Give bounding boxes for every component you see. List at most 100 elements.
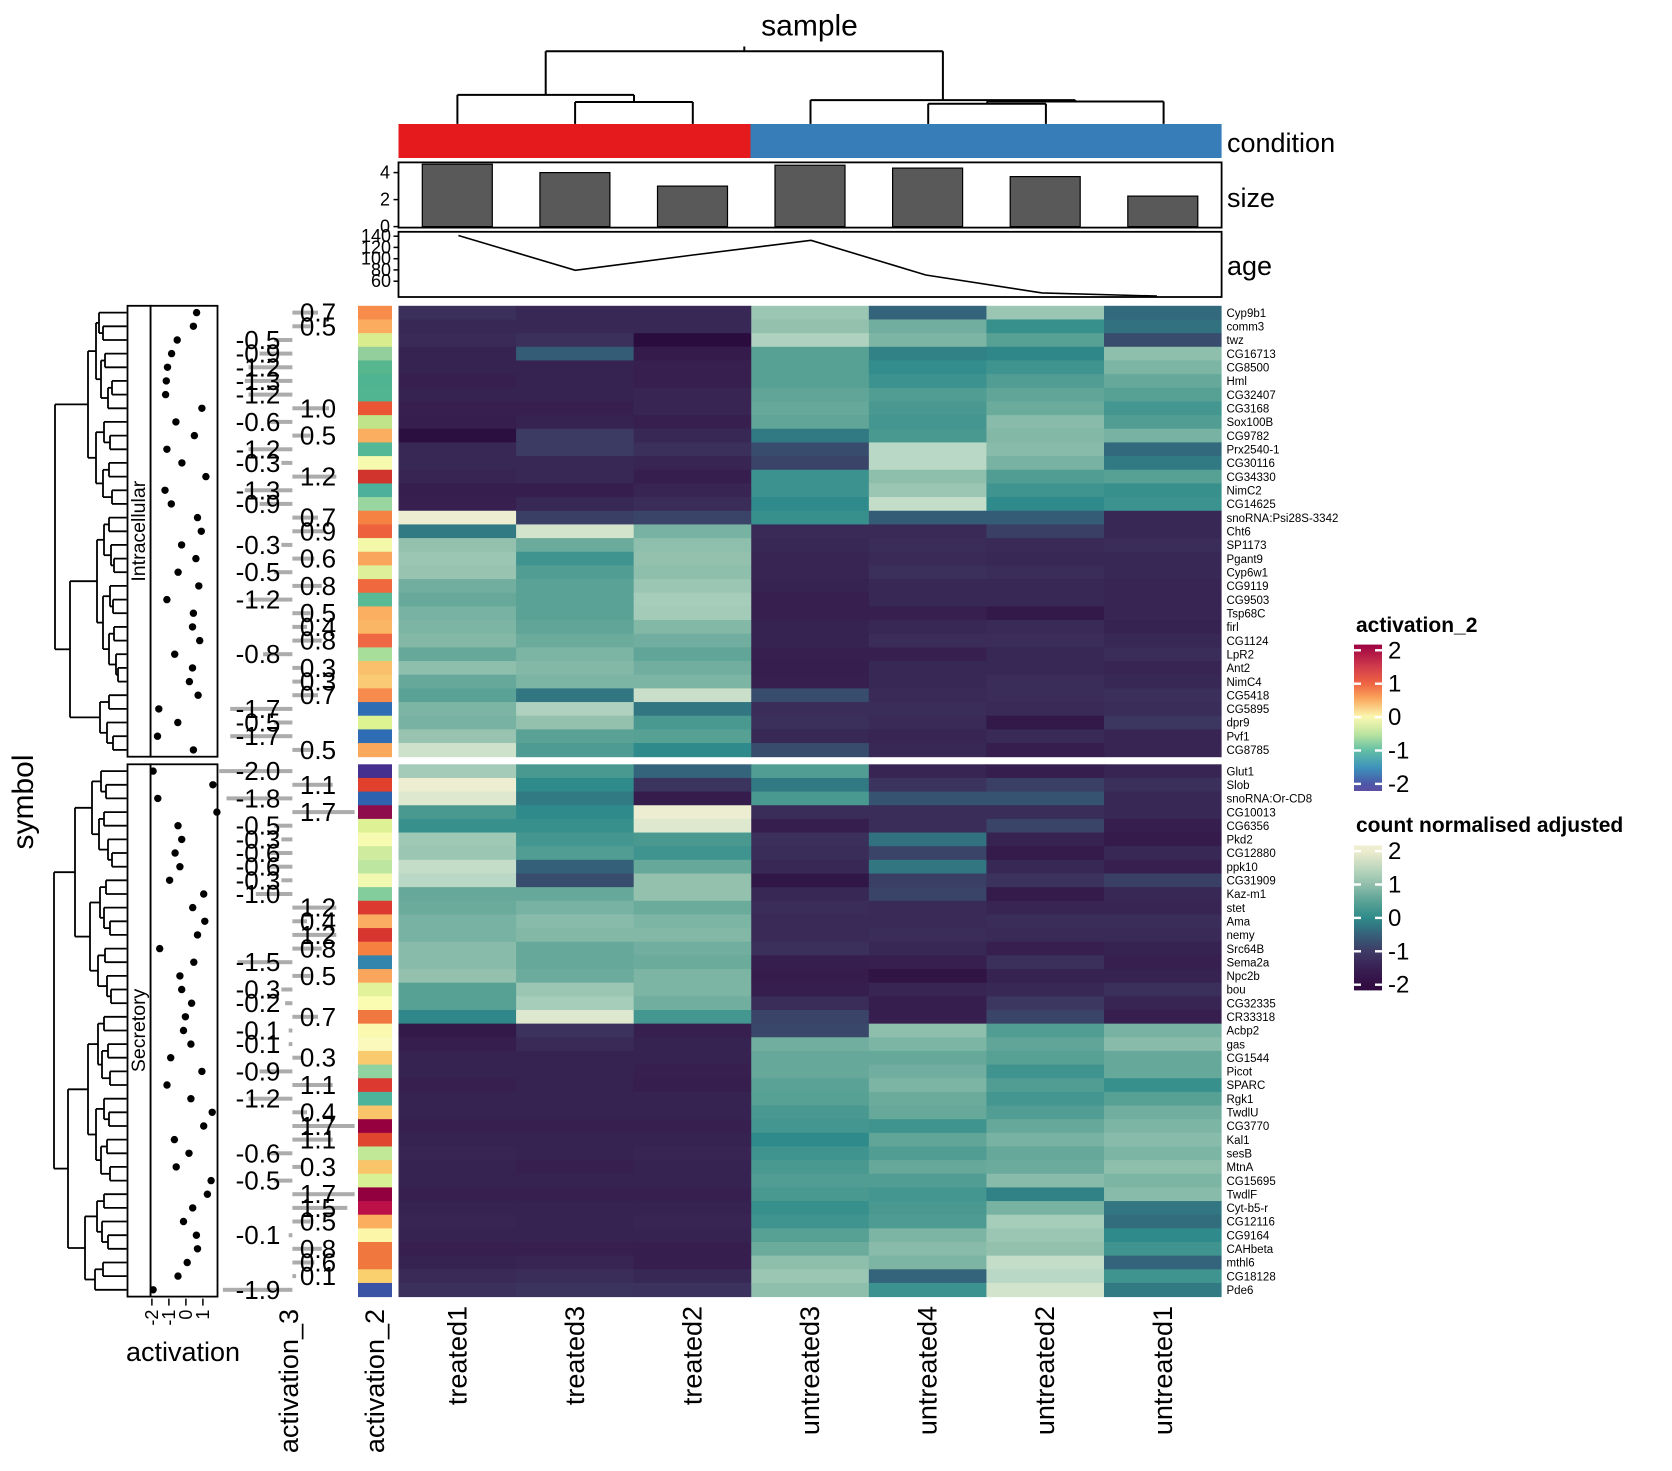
svg-text:Rgk1: Rgk1 [1227,1094,1254,1106]
svg-text:Ama: Ama [1227,917,1251,929]
svg-text:-1.9: -1.9 [236,1275,281,1305]
svg-text:CG5418: CG5418 [1227,690,1270,702]
svg-text:firl: firl [1227,622,1239,634]
svg-text:0: 0 [176,1310,196,1320]
svg-text:CG10013: CG10013 [1227,807,1276,819]
svg-text:Npc2b: Npc2b [1227,971,1260,983]
svg-text:age: age [1227,251,1272,281]
svg-text:-1: -1 [1388,938,1409,965]
svg-text:Pgant9: Pgant9 [1227,554,1263,566]
svg-text:0.7: 0.7 [300,1002,336,1032]
svg-text:-0.1: -0.1 [236,1016,281,1046]
svg-text:CG12116: CG12116 [1227,1217,1275,1229]
svg-text:0.5: 0.5 [300,311,336,341]
svg-text:1.2: 1.2 [300,920,336,950]
svg-text:comm3: comm3 [1227,322,1265,334]
svg-text:Kal1: Kal1 [1227,1135,1250,1147]
svg-text:-2: -2 [1388,972,1409,999]
svg-text:0.3: 0.3 [300,667,336,697]
svg-text:Sema2a: Sema2a [1227,957,1270,969]
svg-text:-2: -2 [1388,771,1409,798]
svg-text:CG31909: CG31909 [1227,876,1276,888]
svg-text:1.1: 1.1 [300,1125,336,1155]
svg-text:Ant2: Ant2 [1227,663,1251,675]
svg-text:TwdlF: TwdlF [1227,1189,1258,1201]
svg-text:0.5: 0.5 [300,598,336,628]
svg-text:CG5895: CG5895 [1227,704,1270,716]
svg-text:condition: condition [1227,128,1335,158]
svg-text:untreated3: untreated3 [795,1306,825,1435]
svg-text:2: 2 [1388,637,1401,664]
svg-text:treated1: treated1 [442,1306,472,1405]
svg-text:Secretory: Secretory [128,988,150,1072]
svg-text:-1.7: -1.7 [236,721,281,751]
svg-text:-0.5: -0.5 [236,325,281,355]
svg-text:Cht6: Cht6 [1227,527,1251,539]
svg-text:0.1: 0.1 [300,1261,336,1291]
svg-text:activation_3: activation_3 [274,1309,304,1453]
svg-text:Hml: Hml [1227,376,1247,388]
svg-text:CG1544: CG1544 [1227,1053,1270,1065]
svg-text:sesB: sesB [1227,1149,1253,1161]
svg-text:CG18128: CG18128 [1227,1271,1276,1283]
svg-text:CG34330: CG34330 [1227,472,1276,484]
svg-text:0.4: 0.4 [300,612,336,642]
svg-text:CR33318: CR33318 [1227,1012,1276,1024]
svg-text:CG32407: CG32407 [1227,390,1276,402]
svg-text:-1: -1 [1388,738,1409,765]
svg-text:-1.2: -1.2 [236,585,281,615]
svg-text:Acbp2: Acbp2 [1227,1026,1260,1038]
svg-text:Sox100B: Sox100B [1227,417,1274,429]
svg-text:80: 80 [371,260,391,280]
svg-text:Pvf1: Pvf1 [1227,731,1250,743]
svg-text:-0.2: -0.2 [236,988,281,1018]
svg-text:CG15695: CG15695 [1227,1176,1276,1188]
svg-text:-0.5: -0.5 [236,1166,281,1196]
svg-text:CG14625: CG14625 [1227,499,1276,511]
svg-text:-1.3: -1.3 [236,475,281,505]
svg-text:Pkd2: Pkd2 [1227,835,1253,847]
svg-text:0.6: 0.6 [300,1248,336,1278]
svg-text:Glut1: Glut1 [1227,766,1255,778]
svg-text:CG9503: CG9503 [1227,595,1270,607]
svg-text:NimC2: NimC2 [1227,486,1262,498]
svg-text:CG30116: CG30116 [1227,458,1275,470]
svg-text:-1.5: -1.5 [236,947,281,977]
svg-text:CG9782: CG9782 [1227,431,1270,443]
svg-text:100: 100 [361,249,391,269]
svg-text:gas: gas [1227,1039,1246,1051]
svg-text:Src64B: Src64B [1227,944,1265,956]
svg-text:twz: twz [1227,335,1245,347]
svg-text:-0.3: -0.3 [236,975,281,1005]
svg-text:1: 1 [193,1310,213,1320]
svg-text:0.4: 0.4 [300,906,336,936]
svg-text:snoRNA:Psi28S-3342: snoRNA:Psi28S-3342 [1227,513,1339,525]
svg-text:0.8: 0.8 [300,1234,336,1264]
svg-text:activation_2: activation_2 [1356,614,1477,637]
svg-text:1.7: 1.7 [300,1111,336,1141]
svg-text:untreated2: untreated2 [1030,1306,1060,1435]
svg-text:1.0: 1.0 [300,393,336,423]
svg-text:0.8: 0.8 [300,626,336,656]
svg-text:-0.3: -0.3 [236,865,281,895]
svg-text:LpR2: LpR2 [1227,649,1255,661]
svg-text:Prx2540-1: Prx2540-1 [1227,445,1280,457]
svg-text:Kaz-m1: Kaz-m1 [1227,889,1267,901]
svg-text:0.9: 0.9 [300,516,336,546]
svg-text:-1.8: -1.8 [236,783,281,813]
svg-text:-1.7: -1.7 [236,694,281,724]
svg-text:1.1: 1.1 [300,1070,336,1100]
svg-text:60: 60 [371,271,391,291]
svg-text:untreated4: untreated4 [913,1306,943,1435]
svg-text:CG3770: CG3770 [1227,1121,1270,1133]
svg-text:Intracellular: Intracellular [128,480,150,581]
svg-text:untreated1: untreated1 [1148,1306,1178,1435]
svg-text:Pde6: Pde6 [1227,1285,1254,1297]
svg-text:-1.2: -1.2 [236,380,281,410]
svg-text:0: 0 [380,217,390,237]
svg-text:Cyp6w1: Cyp6w1 [1227,567,1269,579]
svg-text:-0.6: -0.6 [236,838,281,868]
svg-text:0.6: 0.6 [300,544,336,574]
svg-text:Slob: Slob [1227,780,1250,792]
svg-text:bou: bou [1227,985,1246,997]
